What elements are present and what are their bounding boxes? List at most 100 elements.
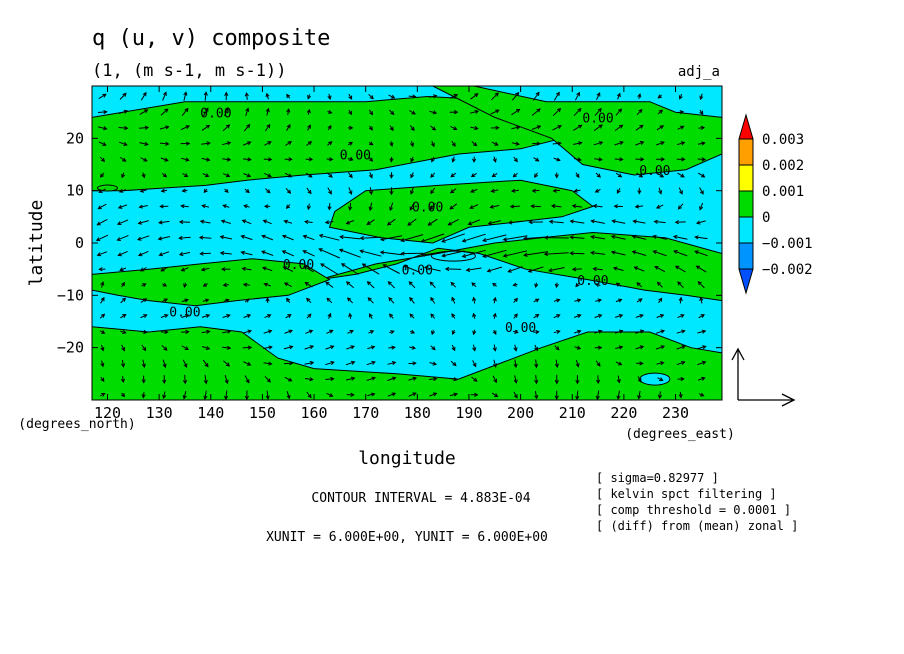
wind-vector [590,219,605,224]
wind-vector [635,314,644,318]
wind-vector [388,94,396,99]
wind-vector [554,282,559,289]
y-tick-label: 20 [66,129,84,147]
wind-vector [532,141,541,146]
wind-vector [471,141,478,147]
wind-vector [656,141,665,146]
wind-vector [139,267,147,272]
wind-vector [219,251,232,256]
wind-vector [533,314,540,319]
colorbar-swatch [738,216,754,244]
wind-vector [98,93,107,100]
y-axis-units: (degrees_north) [18,417,135,432]
wind-vector [305,329,314,334]
wind-vector [470,188,478,193]
wind-vector [222,282,229,287]
wind-vector [121,172,126,179]
wind-vector [100,360,105,368]
wind-vector [307,94,312,100]
wind-vector [512,172,518,178]
wind-vector [543,251,569,257]
wind-vector [523,251,549,257]
wind-vector [284,376,293,382]
wind-vector [99,329,106,334]
colorbar-swatch [738,138,754,166]
contour-interval: CONTOUR INTERVAL = 4.883E-04 [311,491,530,506]
wind-vector [697,157,707,162]
wind-vector [324,220,334,225]
wind-vector [492,359,498,368]
wind-vector [637,93,642,99]
wind-vector [347,157,354,162]
wind-vector [98,141,107,146]
x-tick-label: 220 [610,404,637,422]
wind-vector [511,91,520,101]
positive-region [432,86,722,176]
wind-vector [117,204,128,209]
wind-vector [492,312,497,319]
wind-vector [262,219,272,225]
wind-vector [222,314,231,319]
wind-vector [160,108,169,116]
wind-vector [429,376,438,382]
wind-vector [285,204,291,209]
wind-vector [656,172,665,178]
contour-line [430,250,476,262]
wind-vector [348,93,353,100]
wind-vector [137,220,149,225]
wind-vector [573,188,581,193]
contour-label: 0.00 [283,258,314,273]
wind-vector [388,297,395,304]
wind-vector [264,314,272,319]
wind-vector [409,345,417,350]
wind-vector [283,282,292,288]
wind-vector [242,345,253,350]
wind-vector [409,313,415,319]
wind-vector [528,219,543,225]
wind-vector [382,264,400,274]
wind-vector [553,329,561,334]
wind-vector [160,157,169,162]
wind-vector [678,187,683,195]
wind-vector [510,188,519,193]
wind-vector [302,250,315,257]
wind-vector [368,313,373,319]
wind-vector [548,219,564,224]
wind-vector [472,344,477,352]
wind-vector [121,281,125,288]
wind-vector [366,376,377,381]
colorbar-label: 0 [762,210,770,226]
wind-vector [181,314,190,318]
wind-vector [327,187,332,195]
wind-vector [118,141,128,146]
wind-vector [245,107,250,117]
wind-vector [696,220,706,225]
wind-vector [389,172,394,179]
wind-vector [140,314,148,319]
positive-region [319,231,722,302]
wind-vector [610,250,626,256]
wind-vector [244,92,249,100]
wind-vector [657,94,662,99]
wind-vector [98,188,106,193]
annotation-diff: [ (diff) from (mean) zonal ] [596,519,798,533]
colorbar-label: 0.001 [762,184,804,200]
wind-vector [654,266,666,273]
wind-vector [575,282,580,288]
wind-vector [450,281,457,288]
contour-label: 0.00 [639,164,670,179]
x-axis-label: longitude [358,448,456,469]
wind-vector [263,282,271,287]
wind-vector [482,249,507,258]
wind-vector [157,236,171,241]
wind-vector [511,125,521,130]
wind-vector [635,141,645,146]
wind-vector [180,141,191,146]
wind-vector [201,314,211,318]
wind-vector [140,157,148,162]
wind-vector [595,390,600,400]
wind-vector [368,109,374,116]
contour-label: 0.00 [582,112,613,127]
wind-vector [263,329,273,334]
wind-vector [656,361,665,366]
